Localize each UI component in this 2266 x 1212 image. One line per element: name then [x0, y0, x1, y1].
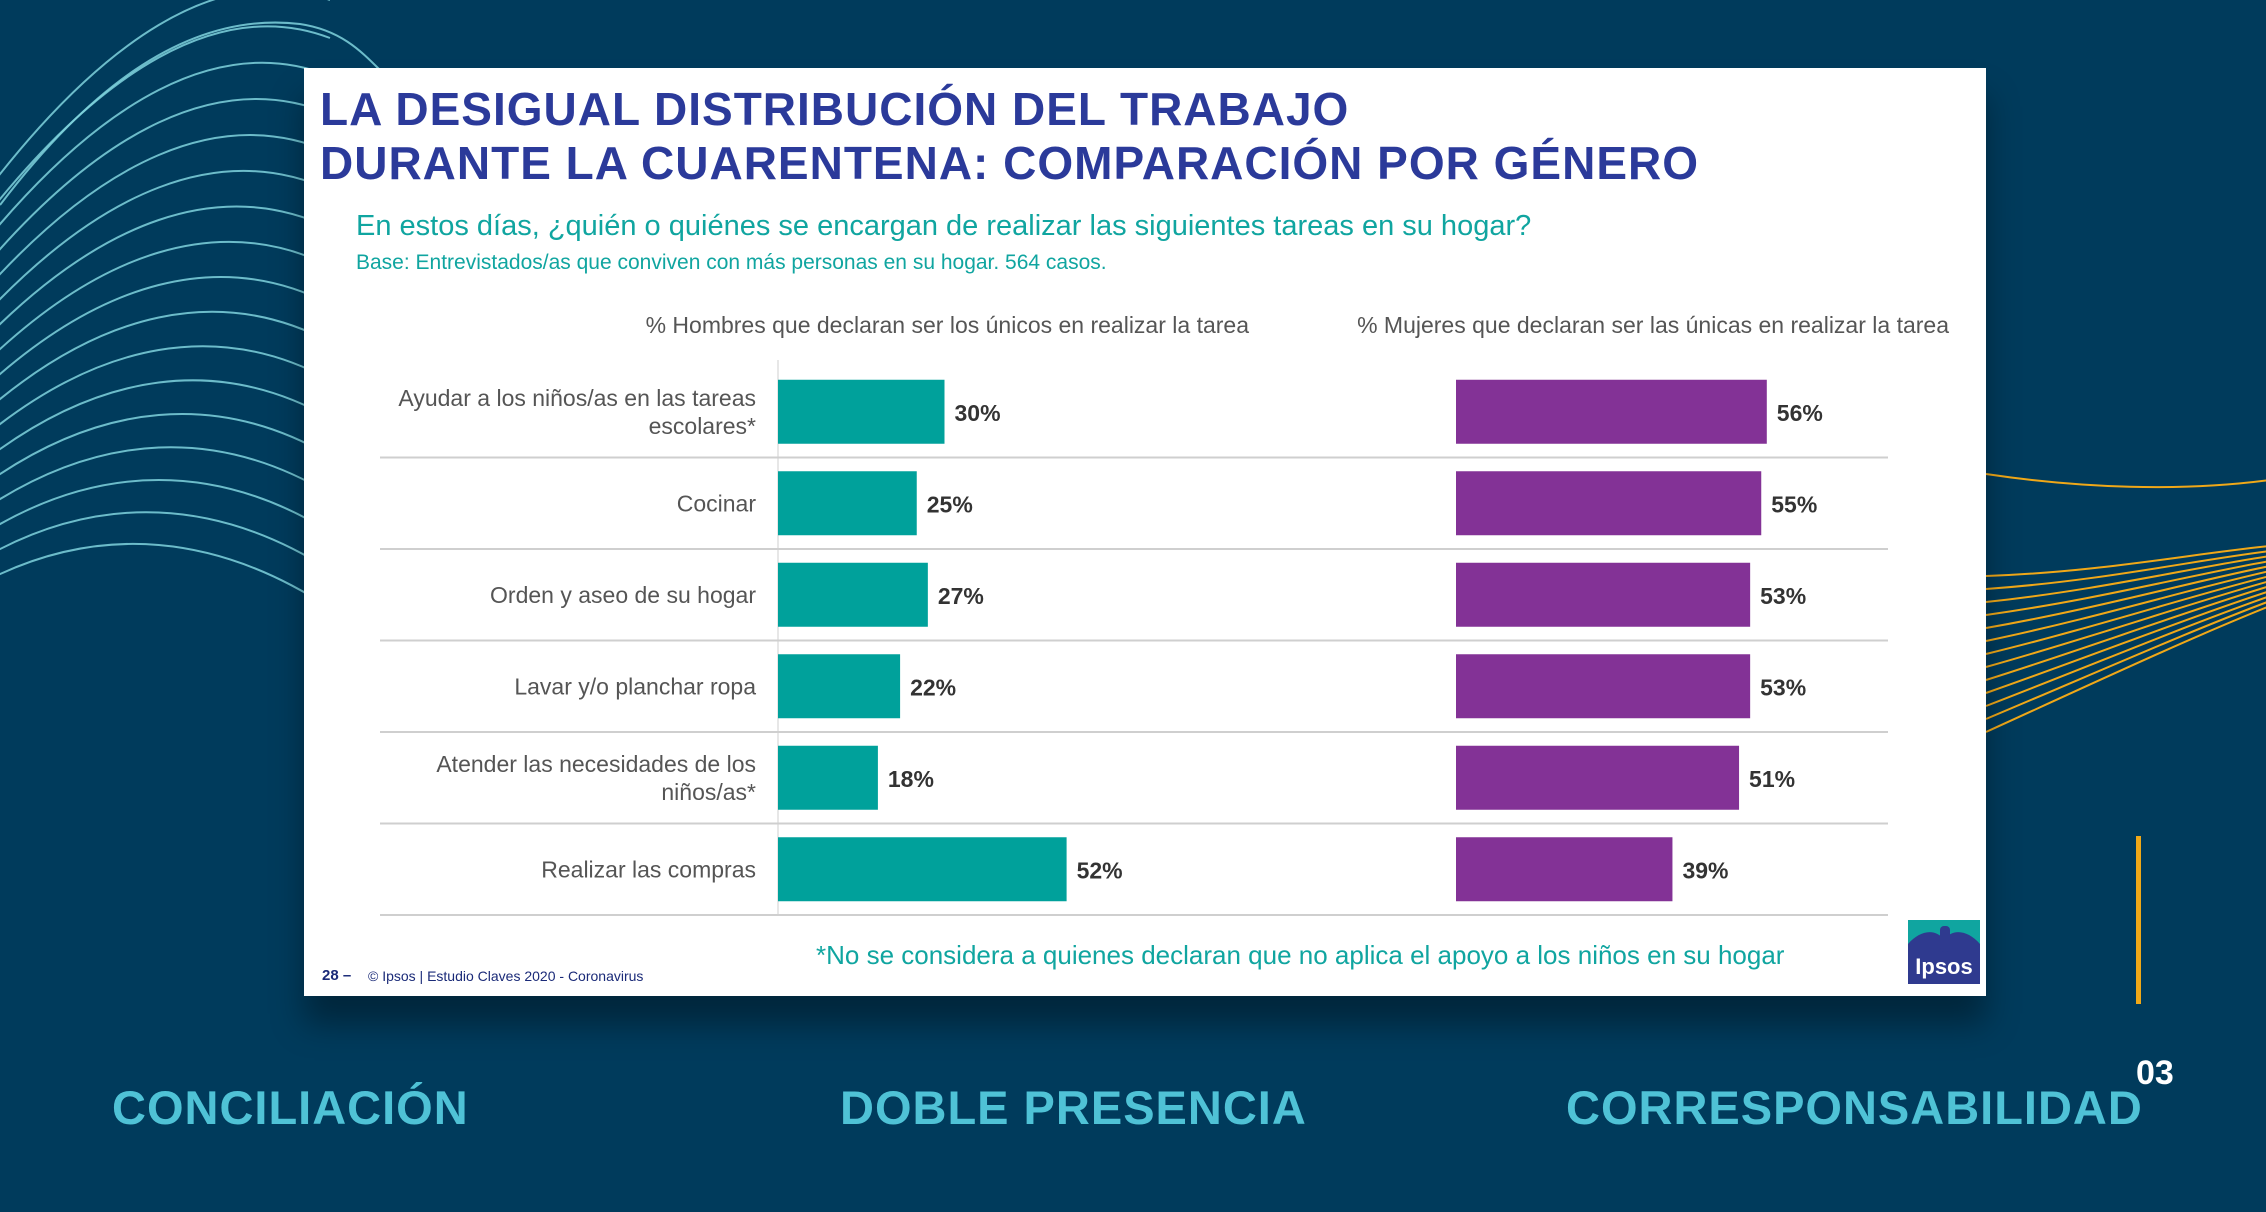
footnote: *No se considera a quienes declaran que …: [816, 940, 1785, 970]
wave-line-amber: [1985, 575, 2266, 655]
wave-line-amber: [1985, 555, 2266, 603]
category-label: Orden y aseo de su hogar: [490, 582, 756, 608]
data-label: 51%: [1749, 766, 1795, 792]
category-label-line: Realizar las compras: [541, 856, 756, 882]
category-label: Lavar y/o planchar ropa: [514, 673, 756, 699]
category-label: Ayudar a los niños/as en las tareas escol…: [398, 385, 756, 439]
bar-chart: % Hombres que declaran ser los únicos en…: [380, 312, 1949, 916]
slide-title: LA DESIGUAL DISTRIBUCIÓN DEL TRABAJO DUR…: [320, 82, 1699, 190]
wave-line-amber: [1985, 560, 2266, 616]
label-corresponsabilidad: CORRESPONSABILIDAD: [1566, 1081, 2143, 1134]
label-conciliacion: CONCILIACIÓN: [112, 1081, 469, 1134]
category-label-line: Orden y aseo de su hogar: [490, 582, 756, 608]
wave-line-amber: [1985, 606, 2266, 733]
bar-hombres: [778, 471, 917, 536]
wave-line-cyan: [0, 170, 331, 301]
wave-line-amber: [1985, 545, 2266, 577]
ipsos-logo: Ipsos: [1908, 920, 1980, 984]
category-label-line: Lavar y/o planchar ropa: [514, 673, 756, 699]
category-label: Atender las necesidades de los niños/as*: [436, 751, 756, 805]
label-doble-presencia: DOBLE PRESENCIA: [840, 1081, 1307, 1134]
wave-line-amber: [1985, 601, 2266, 720]
data-label: 18%: [888, 766, 934, 792]
bar-mujeres: [1456, 745, 1740, 810]
category-label: Realizar las compras: [541, 856, 756, 882]
accent-line: [2136, 836, 2141, 1004]
wave-line-cyan: [0, 0, 330, 176]
category-label: Cocinar: [677, 490, 757, 516]
bar-hombres: [778, 562, 928, 627]
wave-line-cyan: [0, 379, 331, 451]
wave-line-amber: [1985, 596, 2266, 707]
wave-line-cyan: [0, 479, 331, 533]
series-header-hombres: % Hombres que declaran ser los únicos en…: [646, 312, 1250, 338]
bar-mujeres: [1456, 562, 1751, 627]
data-label: 52%: [1077, 857, 1123, 883]
wave-line-cyan: [0, 511, 331, 571]
wave-line-cyan: [0, 205, 331, 326]
logo-mark: [1908, 920, 1980, 952]
bar-hombres: [778, 379, 945, 444]
category-label-line: escolares*: [649, 413, 756, 439]
wave-line-amber: [1985, 550, 2266, 590]
wave-line-cyan: [0, 240, 331, 351]
wave-line-cyan: [0, 543, 331, 609]
slide-image: LA DESIGUAL DISTRIBUCIÓN DEL TRABAJO DUR…: [304, 68, 1986, 996]
wave-line-cyan: [0, 21, 381, 206]
bar-mujeres: [1456, 379, 1767, 444]
data-label: 30%: [955, 400, 1001, 426]
survey-base: Base: Entrevistados/as que conviven con …: [356, 251, 1107, 274]
page-number: 28 –: [322, 967, 352, 984]
wave-line-amber: [1985, 591, 2266, 694]
wave-line-cyan: [0, 345, 331, 426]
wave-line-amber: [1985, 586, 2266, 681]
data-label: 56%: [1777, 400, 1823, 426]
bar-mujeres: [1456, 837, 1673, 902]
wave-line-cyan: [0, 25, 331, 201]
wave-line-cyan: [0, 413, 331, 476]
series-header-mujeres: % Mujeres que declaran ser las únicas en…: [1357, 312, 1949, 338]
data-label: 55%: [1771, 491, 1817, 517]
wave-line-cyan: [0, 310, 331, 401]
wave-line-amber: [1985, 473, 2266, 489]
data-label: 53%: [1760, 674, 1806, 700]
wave-line-cyan: [0, 61, 331, 226]
bar-hombres: [778, 837, 1067, 902]
wave-line-amber: [1985, 581, 2266, 668]
wave-line-amber: [1985, 570, 2266, 642]
slide-title-line-2: DURANTE LA CUARENTENA: COMPARACIÓN POR G…: [320, 137, 1699, 189]
survey-question: En estos días, ¿quién o quiénes se encar…: [356, 210, 1532, 242]
wave-line-cyan: [0, 446, 331, 501]
logo-text: Ipsos: [1915, 954, 1973, 979]
data-label: 27%: [938, 583, 984, 609]
bar-mujeres: [1456, 654, 1751, 719]
wave-line-amber: [1985, 565, 2266, 629]
data-label: 39%: [1682, 857, 1728, 883]
slide-number: 03: [2136, 1054, 2174, 1092]
category-label-line: niños/as*: [661, 779, 756, 805]
bar-hombres: [778, 654, 901, 719]
category-label-line: Atender las necesidades de los: [436, 751, 756, 777]
category-label-line: Cocinar: [677, 490, 757, 516]
wave-line-cyan: [0, 98, 331, 251]
copyright: © Ipsos | Estudio Claves 2020 - Coronavi…: [368, 968, 644, 984]
data-label: 25%: [927, 491, 973, 517]
slide-title-line-1: LA DESIGUAL DISTRIBUCIÓN DEL TRABAJO: [320, 83, 1350, 135]
data-label: 53%: [1760, 583, 1806, 609]
wave-line-cyan: [0, 276, 331, 376]
bar-mujeres: [1456, 471, 1762, 536]
wave-line-cyan: [0, 134, 331, 276]
bar-hombres: [778, 745, 878, 810]
data-label: 22%: [910, 674, 956, 700]
category-label-line: Ayudar a los niños/as en las tareas: [398, 385, 756, 411]
